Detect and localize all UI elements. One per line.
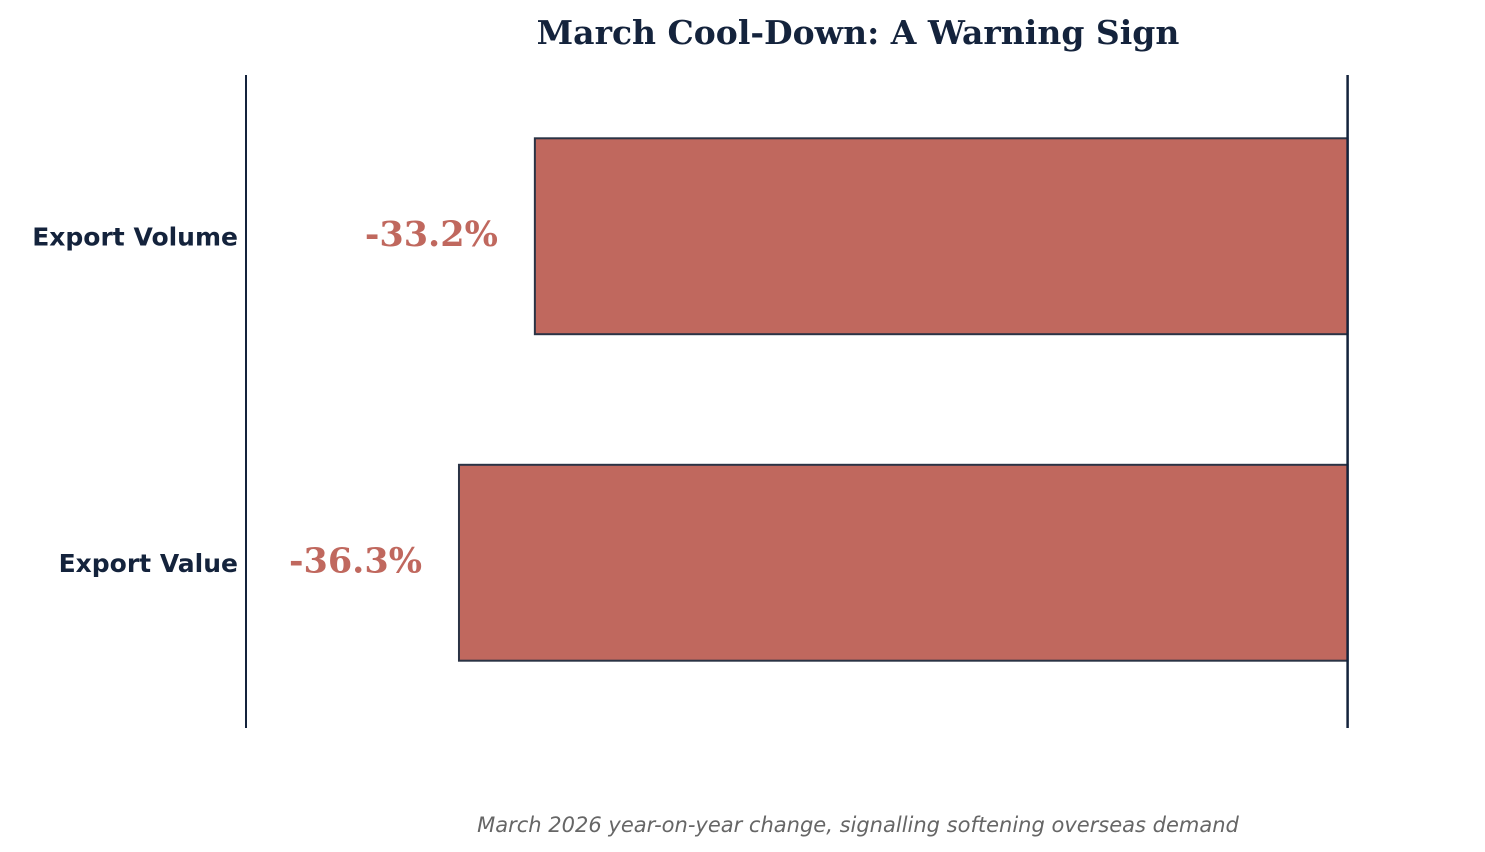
bar (457, 463, 1349, 662)
y-tick-label: Export Value (59, 549, 238, 578)
y-tick-label: Export Volume (32, 222, 238, 251)
value-label: -33.2% (365, 214, 498, 255)
chart-title: March Cool-Down: A Warning Sign (537, 13, 1180, 52)
chart-subtitle: March 2026 year-on-year change, signalli… (477, 813, 1239, 837)
value-label: -36.3% (289, 540, 422, 581)
bar (533, 137, 1349, 336)
